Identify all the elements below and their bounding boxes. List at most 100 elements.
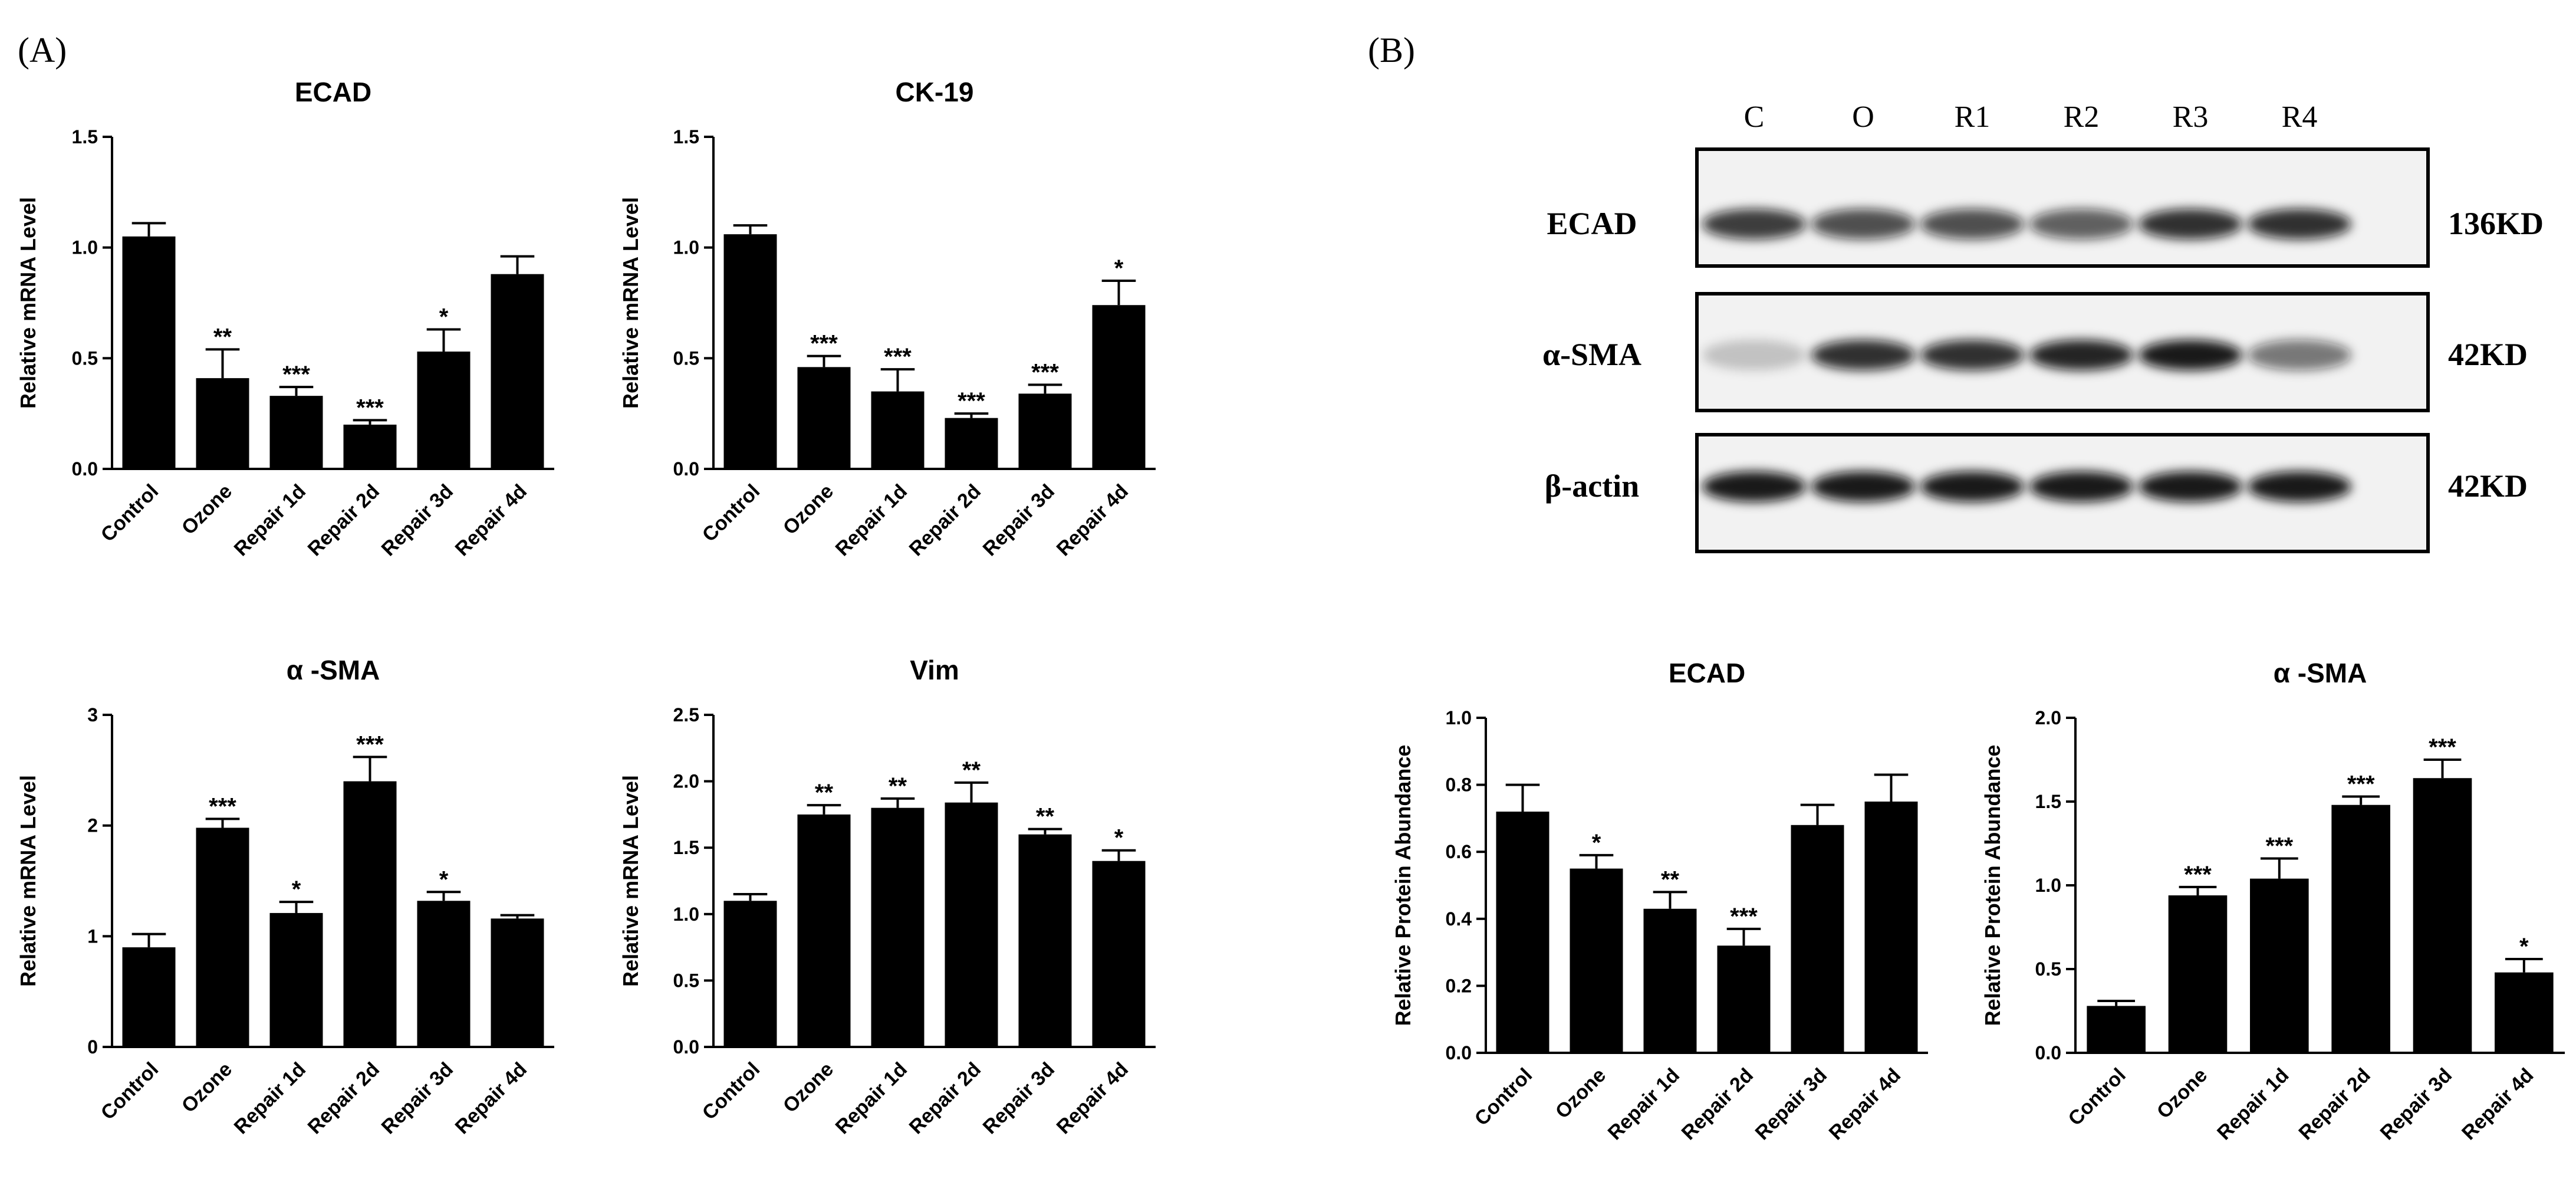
blot-lane-label: R3 — [2173, 100, 2209, 134]
blot-lane-labels: C O R1 R2 R3 R4 — [1744, 100, 2318, 134]
y-tick-label: 0.4 — [1446, 908, 1472, 930]
chart-c6: α -SMA Relative Protein Abundance 0.0 0.5 1.… — [1980, 658, 2565, 1144]
x-tick-label: Ozone — [779, 1058, 838, 1117]
bar — [2331, 805, 2390, 1053]
y-tick-label: 0.0 — [1446, 1042, 1472, 1063]
blot-band — [2029, 209, 2133, 239]
y-tick-label: 0.5 — [673, 970, 699, 991]
x-tick-label: Repair 2d — [905, 1058, 985, 1138]
bar — [122, 947, 176, 1047]
x-tick-label: Repair 4d — [1052, 1058, 1133, 1138]
significance-marker: *** — [2265, 833, 2293, 859]
x-tick-label: Control — [97, 480, 163, 546]
significance-marker: * — [439, 304, 449, 330]
blot-band — [1920, 209, 2024, 239]
bar — [945, 802, 998, 1047]
significance-marker: * — [1114, 255, 1124, 281]
x-tick-label: Repair 1d — [230, 480, 310, 560]
bar — [491, 274, 544, 469]
bar — [797, 367, 851, 469]
chart-title: ECAD — [1669, 658, 1745, 688]
blot-band — [2029, 471, 2133, 502]
x-tick-label: Control — [698, 480, 764, 546]
bar — [196, 378, 249, 469]
y-tick-label: 1.0 — [2035, 875, 2061, 896]
y-tick-label: 0.0 — [673, 1036, 699, 1058]
y-tick-label: 3 — [87, 704, 98, 725]
significance-marker: *** — [1730, 904, 1758, 930]
y-tick-label: 1.0 — [1446, 707, 1472, 728]
panel-label-a: (A) — [18, 31, 67, 70]
x-tick-label: Ozone — [1551, 1064, 1610, 1123]
significance-marker: *** — [2347, 771, 2375, 797]
significance-marker: *** — [958, 388, 985, 414]
y-tick-label: 1.0 — [72, 237, 98, 258]
bar — [2250, 878, 2309, 1053]
chart-c1: ECAD Relative mRNA Level 0.0 0.5 1.0 1.5 Contr… — [16, 77, 554, 560]
x-tick-label: Ozone — [177, 480, 236, 539]
y-tick-label: 2.0 — [2035, 707, 2061, 728]
y-tick-label: 0.0 — [2035, 1042, 2061, 1063]
significance-marker: ** — [962, 757, 981, 783]
blot-band — [1811, 340, 1915, 370]
bar — [1791, 825, 1844, 1053]
x-tick-label: Ozone — [177, 1058, 236, 1117]
chart-c3: α -SMA Relative mRNA Level 0 1 2 3 Control *** O… — [16, 655, 554, 1138]
chart-c4: Vim Relative mRNA Level 0.0 0.5 1.0 1.5 2.0 2.5… — [618, 655, 1156, 1138]
blot-size-label: 42KD — [2448, 337, 2528, 372]
y-tick-label: 0.5 — [2035, 958, 2061, 980]
blot-lane-label: R4 — [2282, 100, 2318, 134]
x-tick-label: Repair 2d — [304, 480, 384, 560]
x-tick-label: Ozone — [2153, 1064, 2212, 1123]
blot-protein-label: β-actin — [1545, 468, 1639, 504]
significance-marker: *** — [810, 331, 838, 357]
x-tick-label: Repair 1d — [230, 1058, 310, 1138]
blot-row: β-actin 42KD — [1545, 433, 2528, 553]
significance-marker: *** — [356, 731, 384, 757]
chart-title: α -SMA — [2274, 658, 2367, 688]
x-tick-label: Repair 1d — [1604, 1064, 1684, 1144]
x-tick-label: Control — [97, 1058, 163, 1124]
significance-marker: ** — [889, 773, 907, 799]
blot-protein-label: α-SMA — [1542, 337, 1641, 372]
bar — [871, 807, 925, 1047]
bar — [723, 234, 777, 469]
x-tick-label: Repair 3d — [1751, 1064, 1831, 1144]
y-tick-label: 0.8 — [1446, 774, 1472, 796]
x-tick-label: Repair 3d — [979, 480, 1059, 560]
y-tick-label: 0.0 — [673, 458, 699, 480]
x-tick-label: Repair 4d — [1825, 1064, 1905, 1144]
y-tick-label: 2 — [87, 815, 98, 836]
x-tick-label: Repair 4d — [451, 1058, 531, 1138]
bar — [417, 901, 471, 1047]
blot-size-label: 42KD — [2448, 468, 2528, 504]
significance-marker: * — [439, 866, 449, 892]
significance-marker: *** — [1031, 359, 1059, 385]
x-tick-label: Control — [698, 1058, 764, 1124]
bar — [343, 781, 397, 1047]
chart-c5: ECAD Relative Protein Abundance 0.0 0.2 0.4 0… — [1391, 658, 1928, 1144]
x-tick-label: Repair 1d — [2213, 1064, 2293, 1144]
blot-band — [2139, 471, 2242, 502]
blot-protein-label: ECAD — [1547, 206, 1637, 241]
significance-marker: ** — [815, 780, 834, 806]
blot-band — [2248, 471, 2351, 502]
x-tick-label: Control — [1470, 1064, 1537, 1130]
bar — [1496, 812, 1549, 1053]
significance-marker: *** — [282, 362, 310, 388]
blot-band — [2248, 209, 2351, 239]
bar — [1018, 834, 1072, 1047]
x-tick-label: Repair 2d — [905, 480, 985, 560]
significance-marker: ** — [213, 324, 232, 350]
blot-band — [2029, 340, 2133, 370]
bar — [269, 396, 323, 469]
blot-size-label: 136KD — [2448, 206, 2544, 241]
y-axis-label: Relative mRNA Level — [618, 197, 643, 409]
blot-band — [1920, 471, 2024, 502]
bar — [1092, 305, 1146, 469]
bar — [196, 828, 249, 1047]
x-tick-label: Repair 4d — [451, 480, 531, 560]
blot-band — [2248, 340, 2351, 370]
blot-band — [2139, 340, 2242, 370]
